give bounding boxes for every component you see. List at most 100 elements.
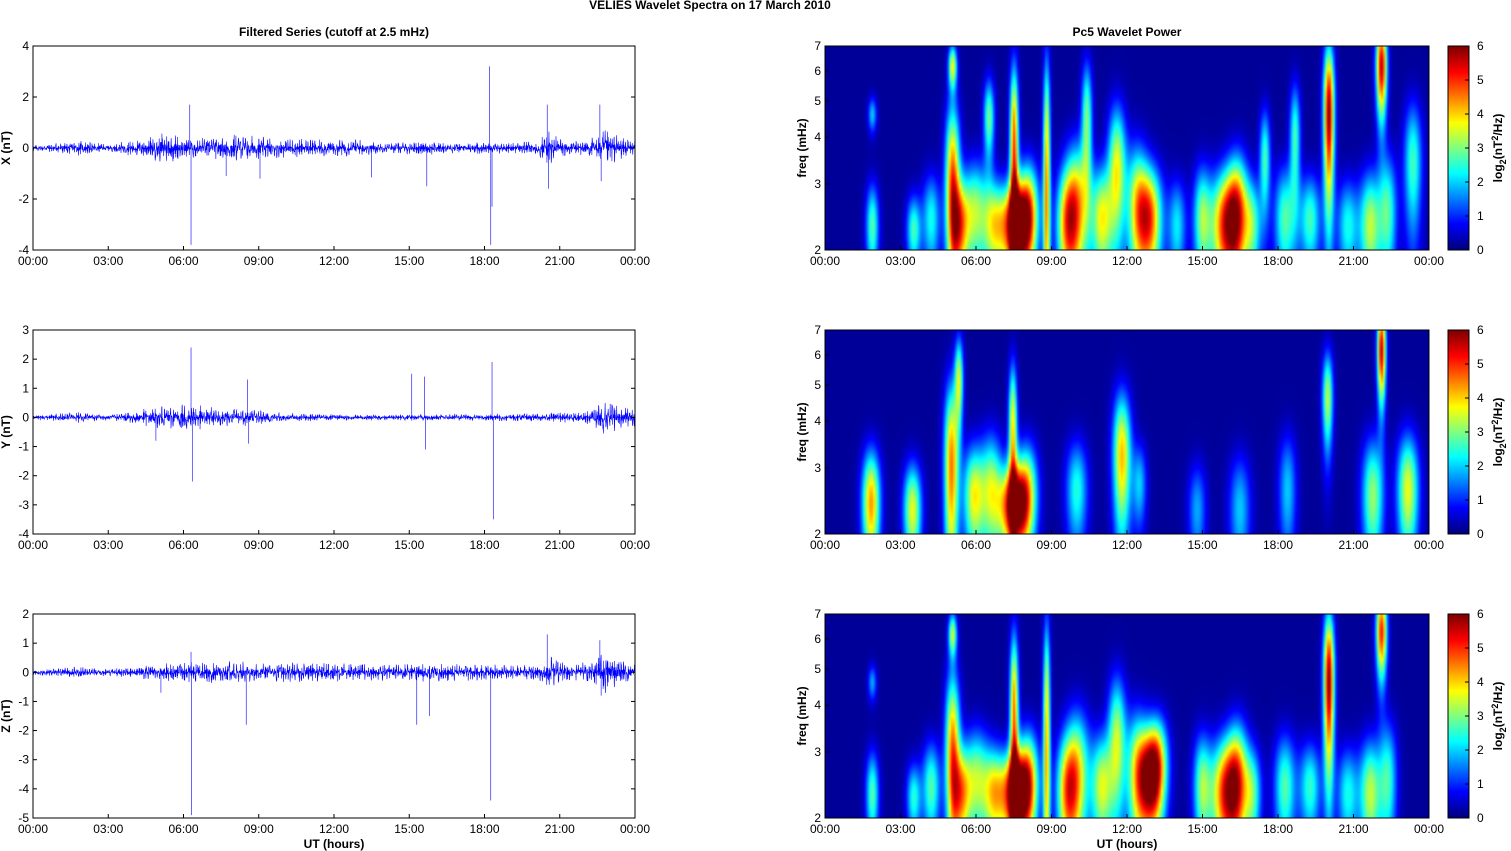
ts-z-xtick-label: 09:00 xyxy=(244,822,274,836)
wv-1-ytick-label: 7 xyxy=(814,39,821,53)
ts-x-xtick-label: 18:00 xyxy=(469,254,499,268)
ts-y-xtick-label: 06:00 xyxy=(168,538,198,552)
wv-1-panel: 2 3 4 5 6 7 00:00 03:00 06:00 09:00 12:00 15:00 18:0… xyxy=(795,39,1508,268)
wv-1-colorbar-tick-label: 0 xyxy=(1477,243,1484,257)
ts-z-panel: -5 -4 -3 -2 -1 0 1 2 00:00 03:00 06:00 09:00 12:00 15… xyxy=(0,607,650,836)
wv-2-xtick-label: 09:00 xyxy=(1036,538,1066,552)
ts-x-ylabel: X (nT) xyxy=(0,131,13,165)
ts-z-ytick-label: -1 xyxy=(18,694,29,708)
ts-z-ylabel: Z (nT) xyxy=(0,699,13,732)
ts-y-xtick-label: 09:00 xyxy=(244,538,274,552)
wv-2-ytick-label: 2 xyxy=(814,527,821,541)
wv-3-xtick-label: 15:00 xyxy=(1187,822,1217,836)
wv-1-xtick-label: 00:00 xyxy=(1414,254,1444,268)
wv-3-xtick-label: 03:00 xyxy=(885,822,915,836)
ts-z-xtick-label: 03:00 xyxy=(93,822,123,836)
ts-z-ytick-label: 0 xyxy=(22,665,29,679)
ts-x-ytick-label: -2 xyxy=(18,192,29,206)
ts-y-ytick-label: -4 xyxy=(18,527,29,541)
ts-z-ytick-label: -5 xyxy=(18,811,29,825)
wv-3-ytick-label: 6 xyxy=(814,632,821,646)
wv-1-xtick-label: 21:00 xyxy=(1338,254,1368,268)
wv-1-colorbar-tick-label: 6 xyxy=(1477,39,1484,53)
wv-2-xtick-label: 15:00 xyxy=(1187,538,1217,552)
ts-y-xtick-label: 00:00 xyxy=(18,538,48,552)
ts-y-ytick-label: -3 xyxy=(18,498,29,512)
wv-1-ylabel: freq (mHz) xyxy=(795,118,809,177)
wv-3-colorbar-tick-label: 6 xyxy=(1477,607,1484,621)
wv-1-colorbar-tick-label: 5 xyxy=(1477,73,1484,87)
wv-1-heatmap xyxy=(825,46,1429,250)
wv-1-xtick-label: 09:00 xyxy=(1036,254,1066,268)
ts-z-xtick-label: 00:00 xyxy=(620,822,650,836)
wv-3-colorbar xyxy=(1448,614,1469,818)
wv-3-colorbar-label: log2(nT2/Hz) xyxy=(1490,682,1508,751)
wv-2-xtick-label: 00:00 xyxy=(810,538,840,552)
wv-2-ytick-label: 4 xyxy=(814,414,821,428)
wv-2-xtick-label: 21:00 xyxy=(1338,538,1368,552)
wv-1-ytick-label: 4 xyxy=(814,130,821,144)
ts-x-ytick-label: 2 xyxy=(22,90,29,104)
ts-z-ytick-label: -4 xyxy=(18,782,29,796)
ts-y-xtick-label: 12:00 xyxy=(319,538,349,552)
right-column-title: Pc5 Wavelet Power xyxy=(1073,25,1182,39)
ts-z-xtick-label: 00:00 xyxy=(18,822,48,836)
wv-2-ytick-label: 3 xyxy=(814,461,821,475)
ts-z-xtick-label: 18:00 xyxy=(469,822,499,836)
wv-1-xtick-label: 03:00 xyxy=(885,254,915,268)
wv-2-colorbar-tick-label: 2 xyxy=(1477,459,1484,473)
wv-2-heatmap xyxy=(825,330,1429,534)
wv-1-colorbar-tick-label: 3 xyxy=(1477,141,1484,155)
wv-3-ytick-label: 7 xyxy=(814,607,821,621)
ts-z-plot-area xyxy=(33,614,635,818)
wv-3-colorbar-tick-label: 0 xyxy=(1477,811,1484,825)
wv-3-xtick-label: 00:00 xyxy=(1414,822,1444,836)
ts-x-xtick-label: 15:00 xyxy=(394,254,424,268)
ts-x-xtick-label: 09:00 xyxy=(244,254,274,268)
left-column-title: Filtered Series (cutoff at 2.5 mHz) xyxy=(239,25,429,39)
ts-x-panel: -4 -2 0 2 4 00:00 03:00 06:00 09:00 12:00 15:00 18:… xyxy=(0,39,650,268)
ts-y-plot-area xyxy=(33,330,635,534)
ts-y-xtick-label: 15:00 xyxy=(394,538,424,552)
ts-y-ytick-label: 3 xyxy=(22,323,29,337)
ts-y-ytick-label: 2 xyxy=(22,352,29,366)
ts-x-ytick-label: 0 xyxy=(22,141,29,155)
wv-3-colorbar-tick-label: 1 xyxy=(1477,777,1484,791)
ts-y-xtick-label: 21:00 xyxy=(545,538,575,552)
wv-1-colorbar-tick-label: 2 xyxy=(1477,175,1484,189)
wv-1-colorbar xyxy=(1448,46,1469,250)
wv-2-colorbar-tick-label: 6 xyxy=(1477,323,1484,337)
wv-3-xtick-label: 06:00 xyxy=(961,822,991,836)
wv-2-colorbar-tick-label: 4 xyxy=(1477,391,1484,405)
wv-3-xtick-label: 00:00 xyxy=(810,822,840,836)
wv-3-ylabel: freq (mHz) xyxy=(795,686,809,745)
wv-3-heatmap xyxy=(825,614,1429,818)
ts-y-panel: -4 -3 -2 -1 0 1 2 3 00:00 03:00 06:00 09:00 12:00 15:… xyxy=(0,323,650,552)
wv-2-ytick-label: 7 xyxy=(814,323,821,337)
wv-2-ytick-label: 5 xyxy=(814,378,821,392)
wv-1-xtick-label: 12:00 xyxy=(1112,254,1142,268)
wv-1-colorbar-label: log2(nT2/Hz) xyxy=(1490,114,1508,183)
wv-3-xtick-label: 09:00 xyxy=(1036,822,1066,836)
ts-y-ylabel: Y (nT) xyxy=(0,415,13,449)
ts-x-xtick-label: 21:00 xyxy=(545,254,575,268)
ts-x-xtick-label: 00:00 xyxy=(18,254,48,268)
left-xlabel: UT (hours) xyxy=(304,837,365,851)
wv-2-colorbar xyxy=(1448,330,1469,534)
ts-x-ytick-label: -4 xyxy=(18,243,29,257)
ts-z-xtick-label: 21:00 xyxy=(545,822,575,836)
wv-2-colorbar-tick-label: 0 xyxy=(1477,527,1484,541)
wv-2-colorbar-tick-label: 3 xyxy=(1477,425,1484,439)
ts-z-xtick-label: 06:00 xyxy=(168,822,198,836)
ts-z-ytick-label: 2 xyxy=(22,607,29,621)
wv-2-xtick-label: 18:00 xyxy=(1263,538,1293,552)
wv-2-xtick-label: 03:00 xyxy=(885,538,915,552)
ts-y-xtick-label: 18:00 xyxy=(469,538,499,552)
ts-z-series-line xyxy=(33,634,635,816)
wv-3-colorbar-tick-label: 2 xyxy=(1477,743,1484,757)
wv-2-xtick-label: 12:00 xyxy=(1112,538,1142,552)
wv-1-xtick-label: 18:00 xyxy=(1263,254,1293,268)
ts-x-xtick-label: 03:00 xyxy=(93,254,123,268)
wv-3-ytick-label: 3 xyxy=(814,745,821,759)
